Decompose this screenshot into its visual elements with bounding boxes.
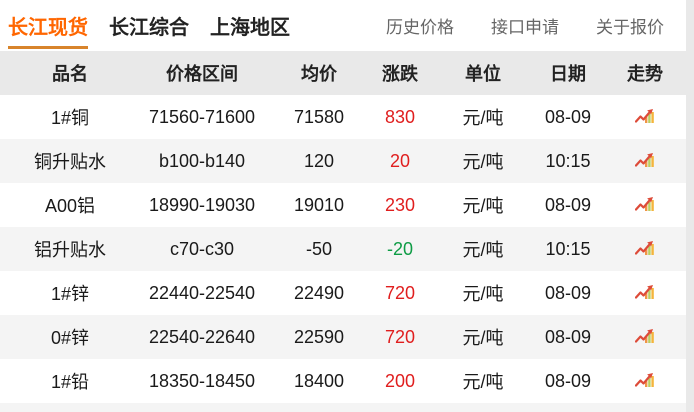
price-range: c70-c30 <box>169 238 235 259</box>
unit: 元/吨 <box>462 108 504 128</box>
product-name: 1#锌 <box>50 284 90 304</box>
change-value: 200 <box>384 370 416 391</box>
tab-changjiang-composite[interactable]: 长江综合 <box>109 17 189 39</box>
partial-next-row <box>0 403 694 412</box>
trend-chart-icon[interactable] <box>633 238 657 258</box>
table-row: 1#锌 22440-22540 22490 720 元/吨 08-09 <box>0 271 694 315</box>
tab-shanghai-region[interactable]: 上海地区 <box>210 17 290 39</box>
date: 10:15 <box>545 150 591 171</box>
table-header: 品名 价格区间 均价 涨跌 单位 日期 走势 <box>0 51 694 95</box>
change-value: 230 <box>384 194 416 215</box>
avg-price: 22490 <box>293 282 345 303</box>
change-value: 720 <box>384 326 416 347</box>
link-api-apply[interactable]: 接口申请 <box>491 18 559 37</box>
header-range: 价格区间 <box>140 51 264 95</box>
change-value: 720 <box>384 282 416 303</box>
unit: 元/吨 <box>462 284 504 304</box>
header-product: 品名 <box>0 51 140 95</box>
header-date: 日期 <box>540 51 596 95</box>
date: 10:15 <box>545 238 591 259</box>
product-name: 铜升贴水 <box>34 152 106 172</box>
date: 08-09 <box>544 106 592 127</box>
trend-cell <box>596 359 694 403</box>
trend-chart-icon[interactable] <box>633 370 657 390</box>
table-row: 1#铅 18350-18450 18400 200 元/吨 08-09 <box>0 359 694 403</box>
product-name: 1#铅 <box>50 372 90 392</box>
trend-cell <box>596 271 694 315</box>
avg-price: 18400 <box>293 370 345 391</box>
change-value: -20 <box>386 238 413 259</box>
trend-chart-icon[interactable] <box>633 282 657 302</box>
avg-price: 19010 <box>293 194 345 215</box>
trend-cell <box>596 95 694 139</box>
header-avg-price: 均价 <box>264 51 374 95</box>
price-range: 18990-19030 <box>148 194 256 215</box>
trend-chart-icon[interactable] <box>633 194 657 214</box>
trend-cell <box>596 139 694 183</box>
product-name: A00铝 <box>44 196 96 216</box>
price-range: b100-b140 <box>158 150 246 171</box>
trend-cell <box>596 315 694 359</box>
tab-bar: 长江现货 长江综合 上海地区 <box>8 0 290 51</box>
date: 08-09 <box>544 282 592 303</box>
vertical-scrollbar[interactable] <box>686 0 694 412</box>
topbar: 长江现货 长江综合 上海地区 历史价格 接口申请 关于报价 <box>0 0 694 51</box>
avg-price: 71580 <box>293 106 345 127</box>
unit: 元/吨 <box>462 196 504 216</box>
price-range: 22440-22540 <box>148 282 256 303</box>
product-name: 1#铜 <box>50 108 90 128</box>
unit: 元/吨 <box>462 240 504 260</box>
date: 08-09 <box>544 370 592 391</box>
table-body: 1#铜 71560-71600 71580 830 元/吨 08-09 铜升贴水 <box>0 95 694 403</box>
tab-changjiang-spot[interactable]: 长江现货 <box>8 0 88 51</box>
date: 08-09 <box>544 326 592 347</box>
trend-chart-icon[interactable] <box>633 326 657 346</box>
unit: 元/吨 <box>462 328 504 348</box>
avg-price: -50 <box>305 238 332 259</box>
unit: 元/吨 <box>462 152 504 172</box>
avg-price: 22590 <box>293 326 345 347</box>
price-range: 71560-71600 <box>148 106 256 127</box>
change-value: 20 <box>389 150 411 171</box>
trend-cell <box>596 227 694 271</box>
header-unit: 单位 <box>426 51 540 95</box>
price-range: 22540-22640 <box>148 326 256 347</box>
table-row: 0#锌 22540-22640 22590 720 元/吨 08-09 <box>0 315 694 359</box>
link-history-price[interactable]: 历史价格 <box>386 18 454 37</box>
topbar-links: 历史价格 接口申请 关于报价 <box>386 0 664 51</box>
price-range: 18350-18450 <box>148 370 256 391</box>
table-row: A00铝 18990-19030 19010 230 元/吨 08-09 <box>0 183 694 227</box>
product-name: 铝升贴水 <box>34 240 106 260</box>
product-name: 0#锌 <box>50 328 90 348</box>
change-value: 830 <box>384 106 416 127</box>
unit: 元/吨 <box>462 372 504 392</box>
avg-price: 120 <box>303 150 335 171</box>
table-row: 1#铜 71560-71600 71580 830 元/吨 08-09 <box>0 95 694 139</box>
link-about-quote[interactable]: 关于报价 <box>596 18 664 37</box>
date: 08-09 <box>544 194 592 215</box>
table-row: 铝升贴水 c70-c30 -50 -20 元/吨 10:15 <box>0 227 694 271</box>
trend-chart-icon[interactable] <box>633 150 657 170</box>
table-row: 铜升贴水 b100-b140 120 20 元/吨 10:15 <box>0 139 694 183</box>
trend-chart-icon[interactable] <box>633 106 657 126</box>
header-change: 涨跌 <box>374 51 426 95</box>
header-trend: 走势 <box>596 51 694 95</box>
price-table: 品名 价格区间 均价 涨跌 单位 日期 走势 1#铜 71560-71600 7… <box>0 51 694 403</box>
trend-cell <box>596 183 694 227</box>
